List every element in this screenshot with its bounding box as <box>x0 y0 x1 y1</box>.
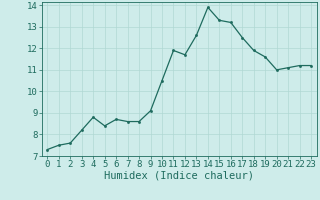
X-axis label: Humidex (Indice chaleur): Humidex (Indice chaleur) <box>104 171 254 181</box>
